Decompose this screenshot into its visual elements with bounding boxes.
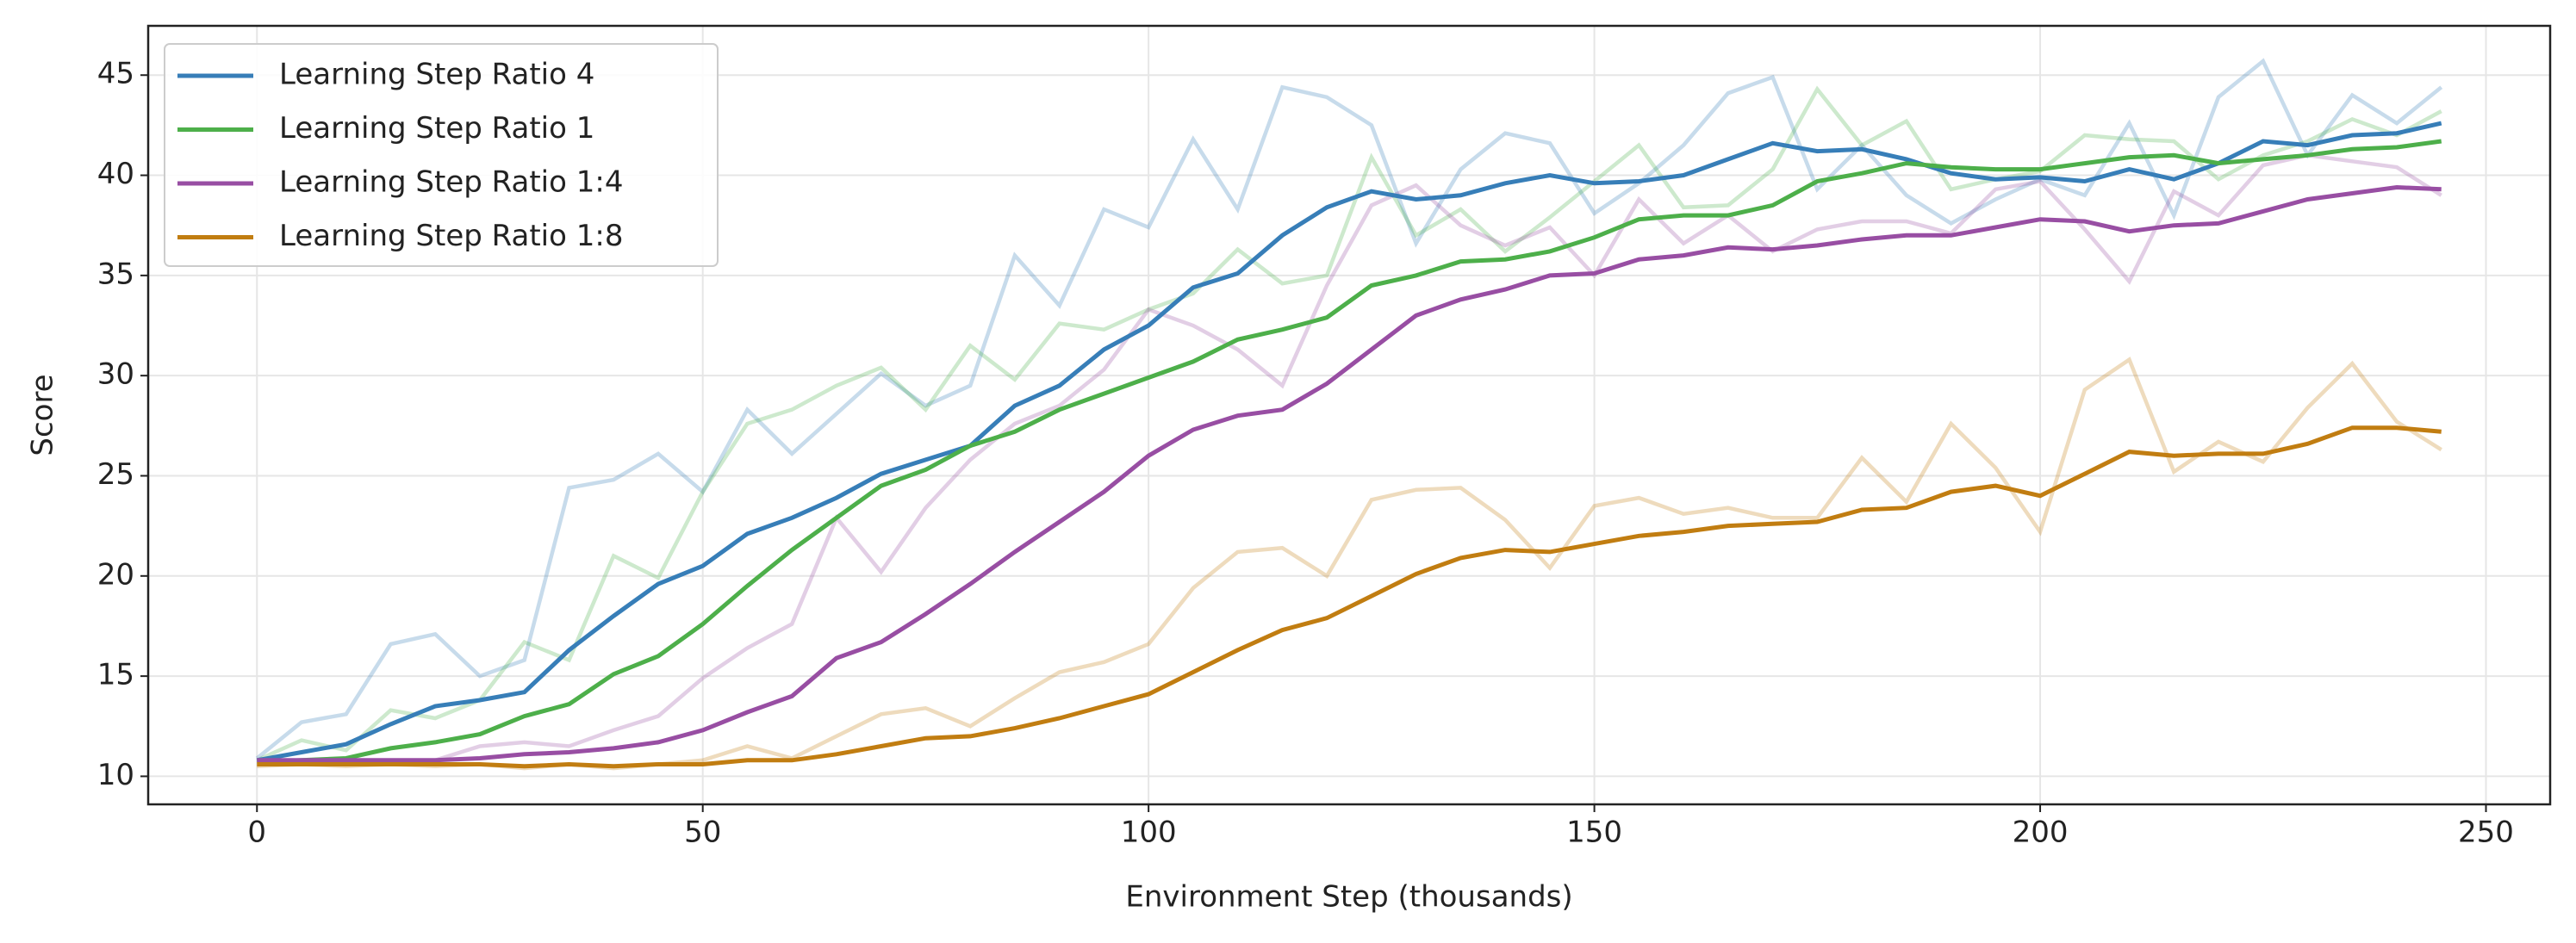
series-line — [257, 425, 2442, 769]
x-tick-label: 250 — [2458, 816, 2514, 850]
y-tick-label: 45 — [97, 57, 134, 91]
y-tick-label: 10 — [97, 758, 134, 792]
series-line — [257, 139, 2442, 765]
series-line — [257, 184, 2442, 763]
y-tick-label: 20 — [97, 557, 134, 592]
x-axis-label: Environment Step (thousands) — [1125, 880, 1572, 915]
x-tick-label: 100 — [1121, 816, 1177, 850]
legend-label: Learning Step Ratio 1:8 — [279, 219, 623, 253]
y-tick-label: 15 — [97, 658, 134, 692]
series-line — [256, 121, 2442, 763]
y-tick-label: 40 — [97, 157, 134, 191]
legend-label: Learning Step Ratio 1:4 — [279, 165, 623, 200]
legend-box — [164, 43, 719, 267]
y-axis-label: Score — [26, 374, 60, 456]
y-tick-label: 30 — [97, 357, 134, 392]
y-tick-label: 35 — [97, 257, 134, 291]
x-tick-label: 150 — [1566, 816, 1622, 850]
y-tick-label: 25 — [97, 457, 134, 492]
x-tick-label: 0 — [247, 816, 266, 850]
raw-line — [255, 58, 2443, 760]
raw-line — [257, 357, 2442, 771]
x-tick-label: 50 — [684, 816, 721, 850]
raw-line — [256, 85, 2442, 762]
plot-frame — [146, 24, 2552, 806]
legend-label: Learning Step Ratio 4 — [279, 58, 594, 92]
legend-label: Learning Step Ratio 1 — [279, 111, 594, 146]
x-tick-label: 200 — [2013, 816, 2069, 850]
